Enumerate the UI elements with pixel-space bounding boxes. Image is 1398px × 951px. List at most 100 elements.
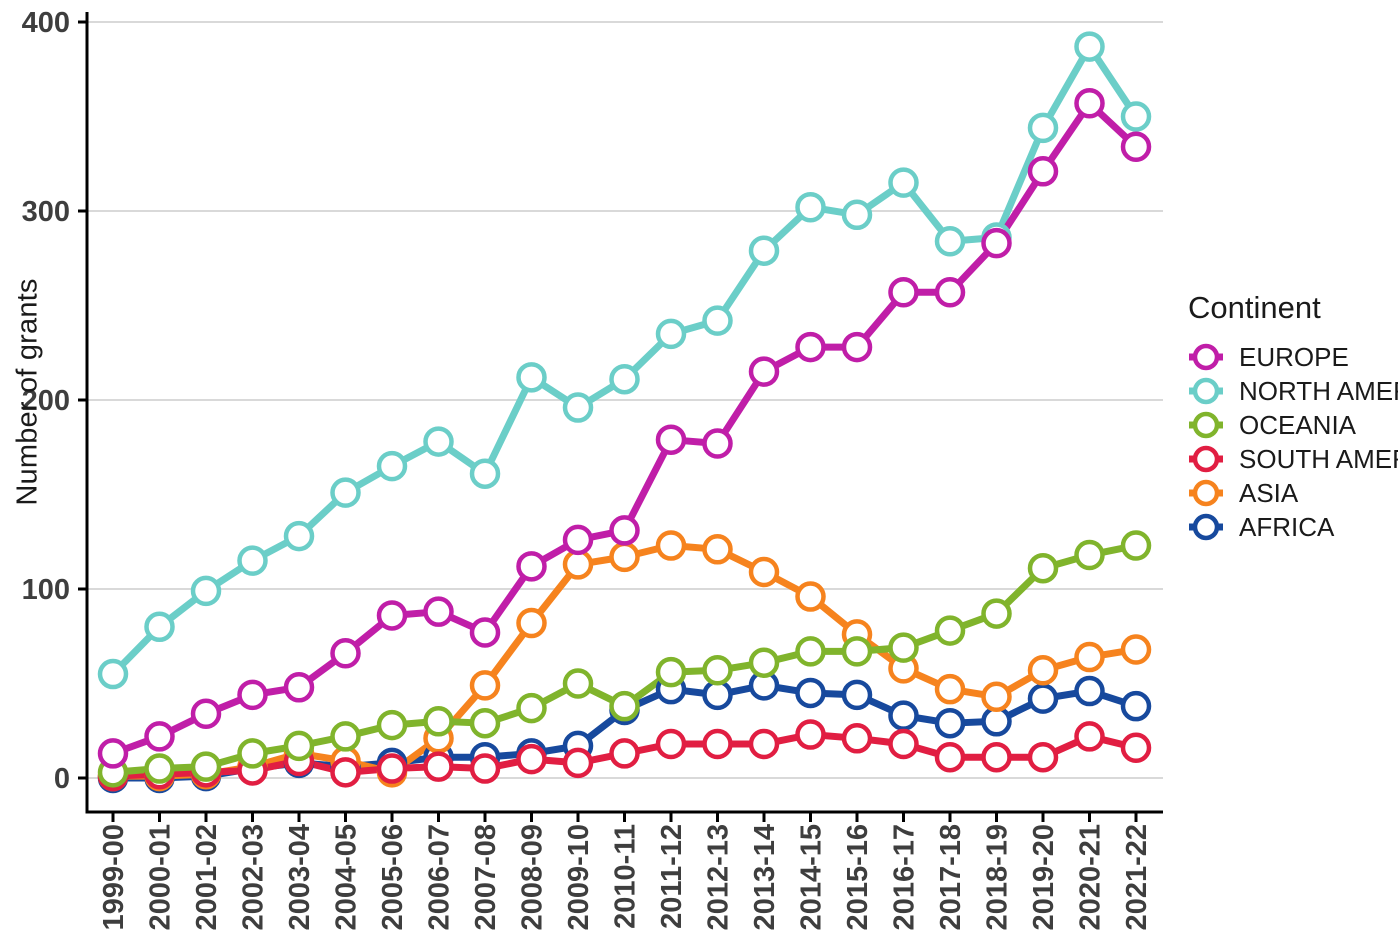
- data-point-europe-2006-07: [423, 596, 454, 627]
- data-point-oceania-2009-10: [562, 668, 594, 699]
- data-point-south-america-2008-09: [516, 743, 547, 775]
- data-point-oceania-2008-09: [516, 692, 547, 724]
- data-point-africa-2021-22: [1120, 690, 1152, 722]
- data-point-north-america-1999-00: [97, 658, 129, 690]
- data-point-south-america-2014-15: [795, 719, 826, 750]
- data-point-south-america-2015-16: [841, 723, 873, 754]
- y-tick-label-200: 200: [22, 385, 70, 417]
- data-point-africa-2014-15: [795, 677, 826, 709]
- x-tick-label-2004-05: 2004-05: [331, 824, 363, 930]
- data-point-europe-2002-03: [237, 679, 268, 711]
- data-point-north-america-2017-18: [934, 225, 966, 257]
- data-point-north-america-2012-13: [702, 305, 733, 336]
- data-point-asia-2009-10: [562, 549, 594, 580]
- x-tick-label-2007-08: 2007-08: [470, 824, 502, 930]
- data-point-europe-2011-12: [655, 424, 687, 455]
- x-tick-label-2019-20: 2019-20: [1028, 824, 1060, 930]
- data-point-asia-2014-15: [795, 581, 826, 612]
- data-point-south-america-2021-22: [1120, 732, 1152, 764]
- x-tick-label-2005-06: 2005-06: [377, 824, 409, 930]
- data-point-oceania-2007-08: [469, 707, 501, 739]
- data-point-asia-2021-22: [1120, 634, 1152, 665]
- legend-item-north-america: NORTH AMERICA: [1188, 374, 1398, 408]
- data-point-africa-2015-16: [841, 679, 873, 711]
- data-point-south-america-2009-10: [562, 747, 594, 779]
- series-line-europe: [109, 99, 1140, 757]
- y-tick-label-100: 100: [22, 574, 70, 606]
- data-point-north-america-2016-17: [888, 167, 919, 198]
- y-tick-label-300: 300: [22, 196, 70, 228]
- legend-key-icon-north-america: [1189, 377, 1223, 405]
- data-point-north-america-2010-11: [609, 363, 640, 395]
- data-point-south-america-2020-21: [1074, 721, 1105, 752]
- data-point-south-america-2006-07: [423, 751, 454, 782]
- data-point-asia-2018-19: [981, 681, 1012, 712]
- x-tick-label-2012-13: 2012-13: [703, 824, 735, 930]
- data-point-europe-2004-05: [330, 638, 361, 669]
- x-tick-label-2017-18: 2017-18: [935, 824, 967, 930]
- data-point-north-america-2014-15: [795, 191, 826, 223]
- x-tick-label-2020-21: 2020-21: [1075, 824, 1107, 930]
- legend-key-icon-south-america: [1189, 445, 1223, 473]
- data-point-north-america-2021-22: [1120, 101, 1152, 132]
- data-point-south-america-2005-06: [376, 753, 408, 784]
- data-point-north-america-2006-07: [423, 426, 454, 457]
- legend-item-asia: ASIA: [1188, 476, 1398, 510]
- data-point-europe-2015-16: [841, 331, 873, 363]
- legend-key-icon-europe: [1189, 343, 1223, 371]
- data-point-europe-2009-10: [562, 524, 594, 556]
- data-point-oceania-2012-13: [702, 655, 733, 686]
- legend-label-europe: EUROPE: [1239, 341, 1349, 372]
- data-point-europe-2012-13: [702, 428, 733, 459]
- series-line-north-america: [109, 43, 1140, 678]
- data-point-oceania-2015-16: [841, 636, 873, 667]
- x-tick-label-2008-09: 2008-09: [517, 824, 549, 930]
- data-point-oceania-2002-03: [237, 738, 268, 769]
- legend-item-europe: EUROPE: [1188, 340, 1398, 374]
- data-point-south-america-2007-08: [469, 753, 501, 784]
- data-point-oceania-2018-19: [981, 598, 1012, 629]
- data-point-north-america-2013-14: [748, 235, 780, 266]
- data-point-oceania-2014-15: [795, 636, 826, 667]
- data-point-oceania-2020-21: [1074, 539, 1105, 571]
- data-point-asia-2007-08: [469, 670, 501, 701]
- data-point-oceania-2001-02: [190, 751, 222, 782]
- data-point-europe-2007-08: [469, 617, 501, 648]
- legend-item-oceania: OCEANIA: [1188, 408, 1398, 442]
- x-tick-label-2002-03: 2002-03: [238, 824, 270, 930]
- data-point-oceania-2016-17: [888, 632, 919, 663]
- data-point-north-america-2004-05: [330, 477, 361, 508]
- x-tick-label-2018-19: 2018-19: [982, 824, 1014, 930]
- data-point-oceania-2019-20: [1027, 552, 1059, 584]
- data-point-africa-2019-20: [1027, 683, 1059, 714]
- data-point-europe-2008-09: [516, 551, 547, 582]
- data-point-south-america-2010-11: [609, 738, 640, 769]
- legend-key-icon-oceania: [1189, 411, 1223, 439]
- data-point-europe-2001-02: [190, 698, 222, 729]
- legend-label-south-america: SOUTH AMERICA: [1239, 443, 1398, 474]
- data-point-south-america-2012-13: [702, 728, 733, 760]
- x-tick-label-1999-00: 1999-00: [98, 824, 130, 930]
- legend-label-oceania: OCEANIA: [1239, 409, 1357, 440]
- legend-key-icon-asia: [1189, 479, 1223, 507]
- data-point-asia-2013-14: [748, 556, 780, 588]
- data-point-europe-2018-19: [981, 227, 1012, 259]
- data-point-oceania-2004-05: [330, 721, 361, 752]
- data-point-asia-2019-20: [1027, 655, 1059, 686]
- data-point-africa-2016-17: [888, 700, 919, 731]
- data-point-south-america-2019-20: [1027, 741, 1059, 773]
- x-tick-label-2003-04: 2003-04: [284, 824, 316, 930]
- data-point-north-america-2005-06: [376, 450, 408, 482]
- legend-title: Continent: [1188, 290, 1321, 325]
- data-point-europe-2017-18: [934, 277, 966, 308]
- data-point-africa-2012-13: [702, 679, 733, 711]
- data-point-europe-2010-11: [609, 515, 640, 546]
- data-point-oceania-2000-01: [144, 753, 175, 784]
- legend-key-icon-africa: [1189, 513, 1223, 541]
- data-point-europe-1999-00: [97, 738, 129, 769]
- y-axis-title: Number of grants: [11, 278, 44, 506]
- x-tick-label-2000-01: 2000-01: [145, 824, 177, 930]
- legend-item-south-america: SOUTH AMERICA: [1188, 442, 1398, 476]
- data-point-north-america-2007-08: [469, 458, 501, 489]
